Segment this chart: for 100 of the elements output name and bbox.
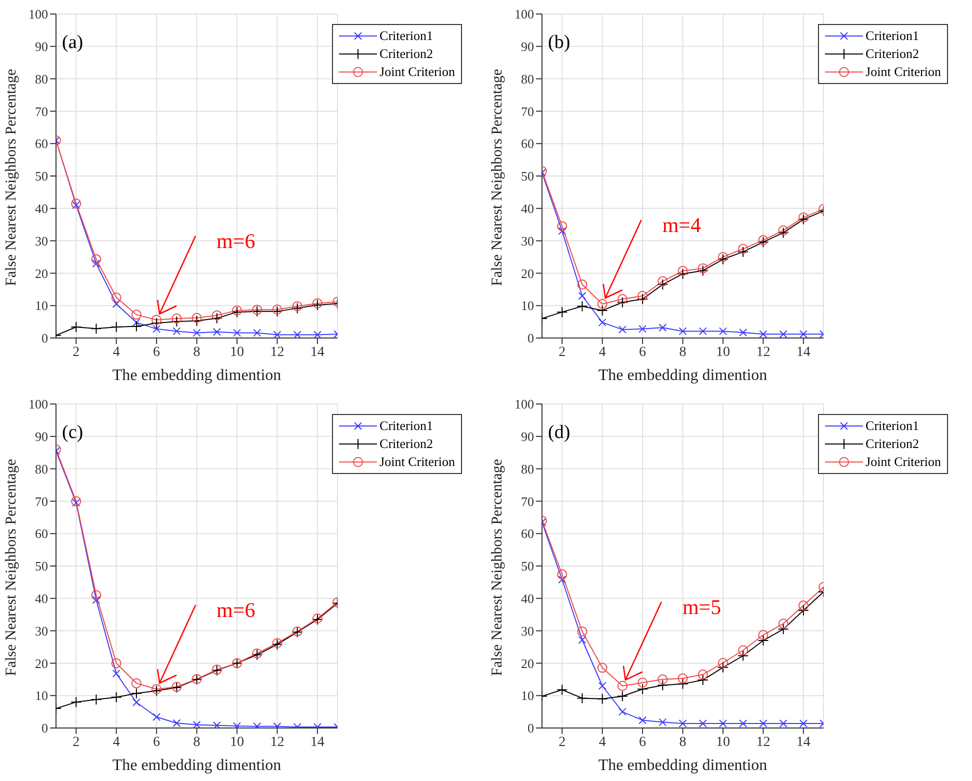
point [598, 318, 606, 326]
legend-label: Criterion2 [866, 436, 919, 452]
point [132, 318, 140, 326]
legend-label: Criterion2 [380, 436, 433, 452]
point [211, 312, 222, 324]
point [90, 694, 102, 705]
point [717, 662, 728, 673]
y-tick-label: 20 [521, 266, 534, 281]
point [658, 324, 667, 332]
point [638, 324, 647, 333]
x-tick-label: 2 [72, 344, 80, 360]
point [616, 296, 628, 308]
x-tick-label: 2 [72, 734, 80, 750]
point [292, 302, 303, 314]
x-tick-label: 6 [639, 344, 646, 360]
legend-label: Joint Criterion [866, 454, 941, 470]
x-tick-label: 10 [716, 344, 730, 360]
x-tick-label: 6 [153, 734, 160, 750]
y-tick-label: 30 [35, 623, 48, 638]
y-tick-label: 60 [521, 136, 534, 152]
point [90, 323, 102, 334]
y-tick-label: 0 [528, 330, 534, 346]
x-tick-label: 10 [230, 344, 244, 360]
legend-label: Criterion2 [380, 46, 433, 62]
point [597, 298, 608, 309]
y-tick-label: 30 [521, 623, 534, 638]
point [678, 266, 688, 276]
point [758, 235, 768, 246]
y-tick-label: 50 [521, 168, 534, 184]
y-tick-label: 10 [521, 688, 534, 704]
point [616, 690, 628, 702]
point [576, 692, 588, 704]
point [778, 225, 788, 236]
point [191, 315, 202, 326]
point [617, 680, 628, 691]
x-tick-label: 14 [796, 734, 810, 750]
point [698, 719, 707, 728]
x-tick-label: 8 [679, 734, 686, 750]
point [212, 721, 221, 728]
y-axis-title: False Nearest Neighbors Percentage [489, 458, 506, 676]
x-tick-label: 4 [598, 344, 606, 360]
y-tick-label: 40 [35, 201, 48, 216]
point [799, 719, 808, 728]
point [678, 719, 687, 728]
y-tick-label: 70 [521, 494, 534, 509]
point [677, 678, 688, 690]
point [558, 227, 566, 236]
point [72, 498, 80, 507]
point [678, 673, 688, 684]
point [192, 720, 201, 728]
point [131, 310, 142, 320]
point [596, 304, 608, 316]
point [798, 604, 809, 616]
point [132, 698, 140, 706]
annotation: m=6 [216, 228, 256, 253]
point [758, 635, 769, 646]
point [292, 301, 302, 312]
point [71, 496, 82, 506]
point [172, 327, 181, 336]
point [272, 304, 282, 314]
point [739, 328, 748, 336]
y-tick-label: 80 [521, 461, 534, 476]
point [232, 722, 241, 728]
point [738, 246, 749, 258]
point [110, 692, 122, 703]
legend-label: Criterion1 [866, 28, 919, 44]
x-tick-label: 4 [112, 344, 120, 360]
point [253, 328, 262, 337]
point [272, 306, 283, 317]
y-tick-label: 80 [521, 71, 534, 86]
y-tick-label: 90 [521, 429, 534, 444]
y-tick-label: 30 [35, 233, 48, 248]
y-axis-title: False Nearest Neighbors Percentage [3, 68, 20, 286]
point [192, 328, 201, 337]
point [91, 590, 102, 600]
point [658, 276, 668, 286]
y-tick-label: 60 [521, 526, 534, 542]
x-tick-label: 10 [716, 734, 730, 750]
x-axis-title: The embedding dimention [598, 757, 768, 774]
point [698, 263, 708, 274]
y-tick-label: 100 [28, 396, 48, 412]
point [152, 314, 162, 325]
point [798, 212, 808, 222]
point [759, 330, 768, 338]
x-tick-label: 12 [756, 344, 770, 360]
point [557, 569, 568, 580]
y-tick-label: 60 [35, 136, 48, 152]
annotation: m=5 [682, 594, 722, 619]
point [739, 719, 748, 728]
point [578, 292, 586, 300]
y-tick-label: 20 [35, 656, 48, 671]
point [112, 300, 120, 308]
point [798, 600, 808, 611]
point [578, 636, 586, 644]
point [131, 678, 142, 688]
point [273, 330, 282, 338]
y-tick-label: 0 [42, 330, 48, 346]
legend-label: Joint Criterion [380, 64, 455, 80]
x-tick-label: 6 [639, 734, 646, 750]
point [758, 236, 769, 248]
